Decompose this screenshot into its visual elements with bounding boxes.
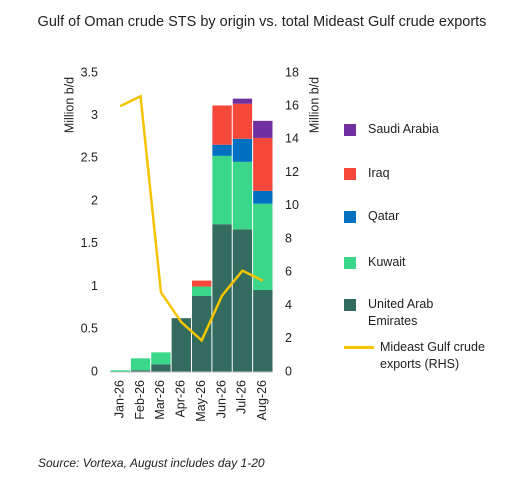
y-tick-label: 2.5 [81,151,98,165]
bar-segment [192,286,212,296]
y-tick-label: 3.5 [81,65,98,79]
y2-tick-label: 0 [285,364,292,378]
y2-tick-label: 12 [285,165,299,179]
y-tick-label: 1.5 [81,236,98,250]
legend-swatch [344,257,356,269]
y-tick-label: 1 [91,279,98,293]
legend-label: Kuwait [368,255,406,269]
x-tick-label: Jun-26 [214,380,228,418]
x-tick-label: Feb-26 [133,380,147,420]
chart-title: Gulf of Oman crude STS by origin vs. tot… [38,14,487,30]
bar-segment [130,358,151,371]
bar-segment [232,229,253,372]
bar-segment [151,352,171,365]
legend-swatch [344,299,356,311]
x-tick-label: Apr-26 [174,380,188,418]
legend-item: United Arab Emirates [344,296,514,330]
legend-swatch [344,168,356,180]
y2-tick-label: 4 [285,298,292,312]
legend-swatch [344,346,374,349]
y2-axis-label: Million b/d [307,77,321,133]
bar-segment [232,138,253,162]
bar-segment [253,190,273,204]
legend-item: Saudi Arabia [344,121,514,138]
bar-segment [171,318,191,372]
y-tick-label: 0 [91,364,98,378]
y-axis-label: Million b/d [62,77,76,133]
source-note: Source: Vortexa, August includes day 1-2… [38,456,265,470]
bar-segment [253,203,273,290]
legend-item: Qatar [344,208,514,225]
bar-segment [130,370,151,372]
bar-segment [232,161,253,230]
bar-segment [110,370,130,372]
y-tick-label: 2 [91,193,98,207]
y2-tick-label: 2 [285,331,292,345]
legend-item: Kuwait [344,254,514,271]
y2-tick-label: 18 [285,65,299,79]
x-tick-label: Aug-26 [255,380,269,420]
bar-segment [192,295,212,372]
x-tick-label: May-26 [194,380,208,422]
line [119,94,264,343]
y2-tick-label: 6 [285,265,292,279]
bar-segment [151,364,171,372]
bar-segment [212,155,232,225]
bar-segment [253,137,273,191]
bar-segment [232,98,253,104]
x-tick-label: Mar-26 [153,380,167,420]
y2-tick-label: 14 [285,132,299,146]
y-tick-label: 0.5 [81,322,98,336]
bar-segment [232,103,253,139]
legend-item: Iraq [344,165,514,182]
legend-swatch [344,211,356,223]
bar-segment [253,289,273,372]
bar-segment [212,144,232,156]
legend-label: Saudi Arabia [368,122,439,136]
bar-segment [212,105,232,145]
x-tick-label: Jul-26 [235,380,249,414]
y2-tick-label: 8 [285,231,292,245]
legend-label: Qatar [368,209,400,223]
legend-item: Mideast Gulf crude exports (RHS) [344,339,514,373]
y2-tick-label: 16 [285,99,299,113]
bar-segment [192,280,212,287]
legend-label: Mideast Gulf crude exports (RHS) [380,340,485,371]
x-tick-label: Jan-26 [112,380,126,418]
y-tick-label: 3 [91,108,98,122]
legend-label: United Arab Emirates [368,297,434,328]
bar-segment [253,120,273,138]
legend-label: Iraq [368,166,390,180]
legend-swatch [344,124,356,136]
y2-tick-label: 10 [285,198,299,212]
